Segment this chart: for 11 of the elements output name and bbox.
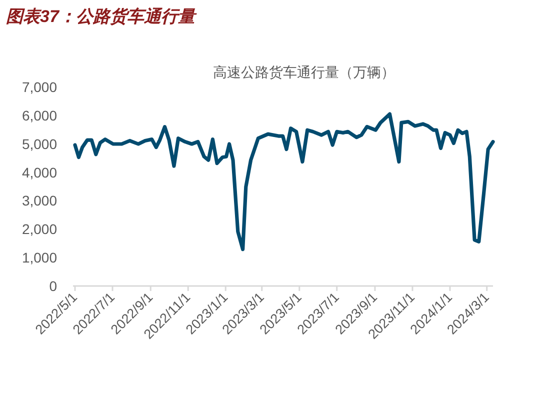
y-tick-label: 5,000 [22,136,58,152]
y-tick-label: 0 [49,278,58,294]
text: 图表37：公路货车通行量 [6,7,197,26]
y-tick-label: 2,000 [22,221,58,238]
y-tick-label: 7,000 [22,79,58,95]
y-tick-label: 6,000 [22,107,58,124]
y-tick-label: 4,000 [22,164,58,180]
line-series [73,112,495,252]
y-tick-label: 3,000 [22,192,58,209]
chart-title: 高速公路货车通行量（万辆） [213,64,395,80]
y-tick-label: 1,000 [22,250,58,266]
